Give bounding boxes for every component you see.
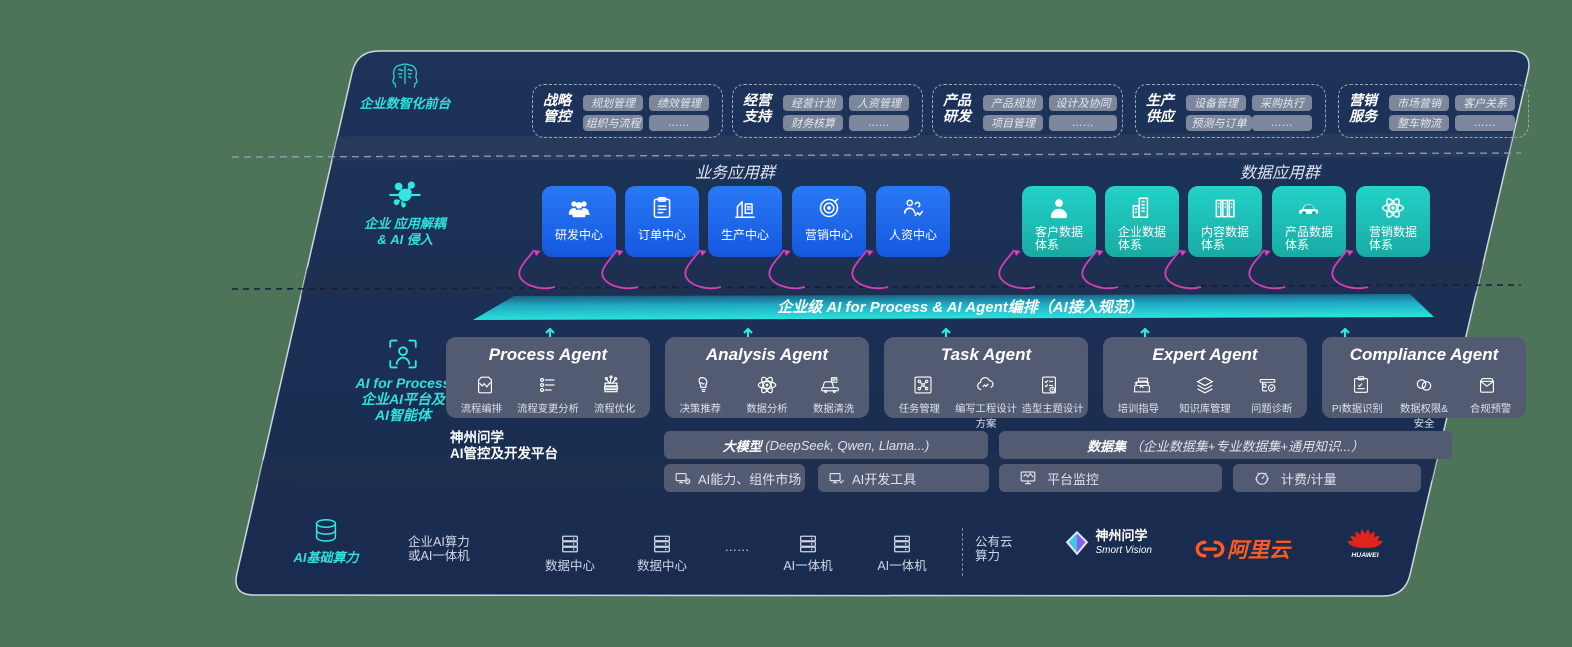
svg-text:HUAWEI: HUAWEI <box>1351 552 1378 559</box>
svg-text:企业级 AI for Process & AI Agent编: 企业级 AI for Process & AI Agent编排（AI接入规范） <box>777 298 1143 316</box>
